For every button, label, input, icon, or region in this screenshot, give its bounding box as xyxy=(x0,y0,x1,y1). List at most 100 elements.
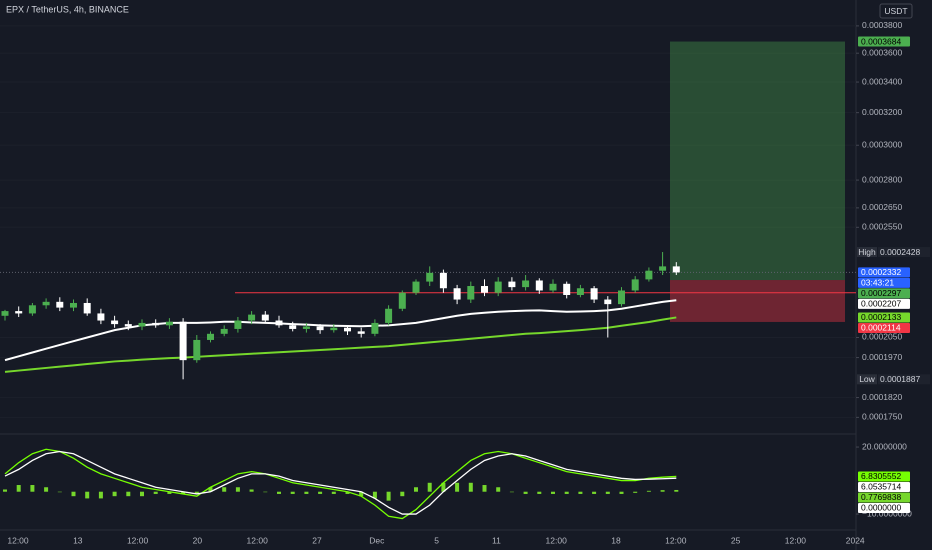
candle-body xyxy=(330,327,338,331)
candle-body xyxy=(28,305,36,314)
price-tag-label: 6.8305552 xyxy=(861,471,901,481)
macd-line xyxy=(4,448,677,520)
candle-body xyxy=(289,325,297,329)
price-tag xyxy=(858,502,910,513)
price-tag-label: 0.0002114 xyxy=(861,323,901,333)
x-tick-label: 12:00 xyxy=(127,535,149,545)
histogram-bar xyxy=(167,491,172,494)
currency-box[interactable] xyxy=(879,3,913,19)
histogram-bar xyxy=(592,491,597,494)
histogram-bar xyxy=(140,491,144,497)
price-tag-label: 0.0002332 xyxy=(861,267,901,277)
candle-body xyxy=(563,283,571,295)
price-tag xyxy=(858,288,910,299)
price-tag xyxy=(858,312,910,323)
candle-body xyxy=(453,288,461,300)
moving-average xyxy=(4,316,677,373)
x-tick-label: 13 xyxy=(73,535,83,545)
loss-zone xyxy=(670,280,845,322)
price-tag xyxy=(858,267,910,278)
currency[interactable]: USDT xyxy=(884,6,907,16)
extreme-label: High xyxy=(858,247,876,257)
x-tick-label: 12:00 xyxy=(785,535,807,545)
candle-body xyxy=(15,311,23,314)
candle-body xyxy=(645,270,653,280)
candle-body xyxy=(385,308,393,323)
histogram-bar xyxy=(345,491,350,494)
x-tick-label: 12:00 xyxy=(546,535,568,545)
candle-body xyxy=(344,327,351,332)
extreme-value: 0.0001887 xyxy=(880,374,920,384)
histogram-bar xyxy=(646,490,651,492)
histogram-bar xyxy=(318,491,323,494)
y-tick-label: 0.0001970 xyxy=(862,352,902,362)
histogram-bar xyxy=(3,489,7,492)
histogram-bar xyxy=(57,491,62,493)
price-tag-label: 0.0002207 xyxy=(861,299,901,309)
candle-body xyxy=(535,280,543,291)
candle-body xyxy=(179,321,187,361)
candle-body xyxy=(138,322,146,327)
extreme-tag xyxy=(878,247,930,258)
y-tick-label: 0.0001820 xyxy=(862,392,902,402)
candle-body xyxy=(248,314,256,321)
histogram-bar xyxy=(263,491,268,493)
y-tick-label: −10.0000000 xyxy=(862,508,912,518)
histogram-bar xyxy=(537,491,542,494)
chart-title: EPX / TetherUS, 4h, BINANCE xyxy=(6,4,129,14)
histogram-bar xyxy=(126,491,131,497)
candle-body xyxy=(522,280,530,288)
histogram-bar xyxy=(496,487,501,492)
candle-body xyxy=(576,288,584,295)
price-tag-label: 03:43:21 xyxy=(861,278,894,288)
histogram-bar xyxy=(222,487,227,492)
x-tick-label: 20 xyxy=(193,535,203,545)
price-tag xyxy=(858,277,910,288)
histogram-bar xyxy=(98,491,103,499)
candle-body xyxy=(371,322,379,334)
histogram-bar xyxy=(605,491,610,494)
price-tag xyxy=(858,298,910,309)
extreme-label-box xyxy=(857,374,877,385)
candle-body xyxy=(124,324,132,327)
extreme-tag xyxy=(878,374,930,385)
candle-body xyxy=(97,313,105,321)
candle-body xyxy=(111,320,119,325)
extreme-value: 0.0002428 xyxy=(880,247,920,257)
histogram-bar xyxy=(660,490,665,492)
candle-body xyxy=(426,272,434,282)
histogram-bar xyxy=(578,491,583,494)
histogram-bar xyxy=(455,482,460,492)
price-tag-label: 0.0002133 xyxy=(861,312,901,322)
x-tick-label: 12:00 xyxy=(665,535,687,545)
candle-body xyxy=(234,320,242,329)
price-tag xyxy=(858,36,910,47)
x-tick-label: 5 xyxy=(434,535,439,545)
histogram-bar xyxy=(359,491,364,497)
histogram-bar xyxy=(674,489,679,492)
x-tick-label: 12:00 xyxy=(247,535,269,545)
histogram-bar xyxy=(181,491,186,494)
histogram-bar xyxy=(71,491,76,497)
candle-body xyxy=(590,288,598,300)
histogram-bar xyxy=(249,489,254,492)
histogram-bar xyxy=(509,491,514,493)
candle-body xyxy=(152,322,160,326)
histogram-bar xyxy=(400,491,405,497)
candle-body xyxy=(439,272,447,289)
candle-body xyxy=(165,321,173,326)
x-tick-label: 12:00 xyxy=(7,535,29,545)
x-tick-label: Dec xyxy=(369,535,385,545)
histogram-bar xyxy=(44,487,49,492)
candle-body xyxy=(631,279,639,291)
price-tag xyxy=(858,471,910,482)
candle-body xyxy=(261,314,269,321)
histogram-bar xyxy=(633,491,638,493)
candle-body xyxy=(220,328,228,334)
histogram-bar xyxy=(523,491,528,494)
candle-body xyxy=(494,281,502,293)
candle-body xyxy=(275,320,283,326)
candle-body xyxy=(42,301,50,306)
y-tick-label: 20.0000000 xyxy=(862,441,907,451)
